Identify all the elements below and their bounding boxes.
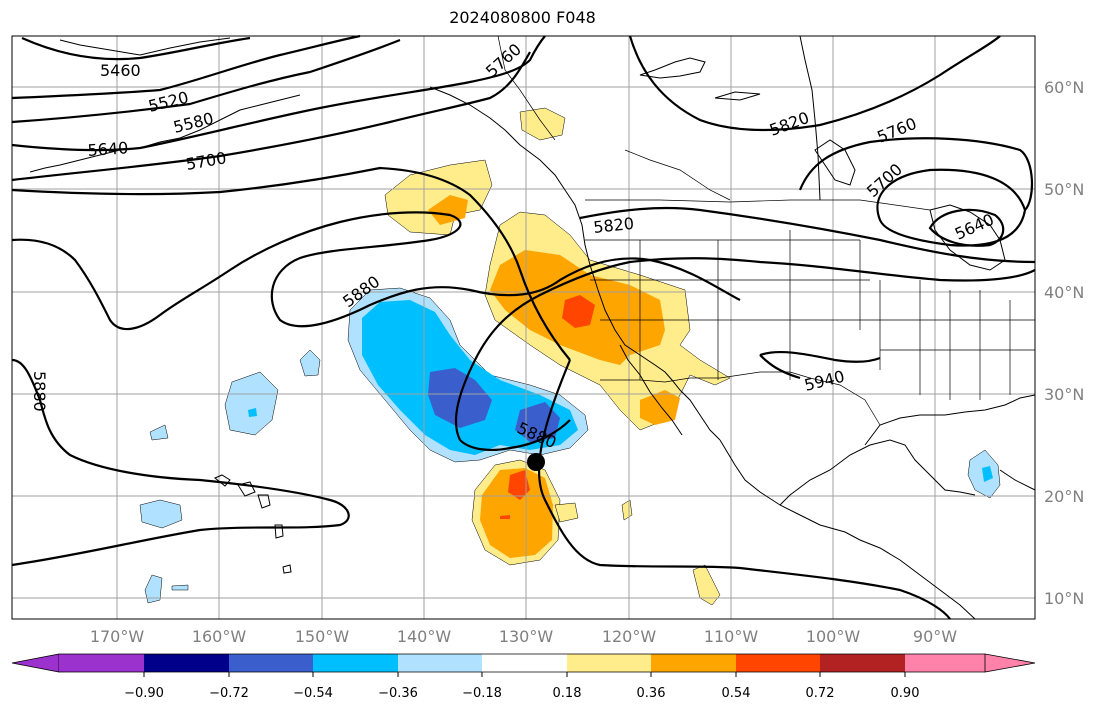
lon-tick-label: 120°W [602,627,657,646]
negative-anomaly-small4 [144,574,163,604]
positive-anomaly-westcoast-red [562,295,595,328]
colorbar-extend-low [11,653,60,673]
positive-anomaly-offshore [384,159,493,236]
lon-tick-label: 150°W [295,627,350,646]
lon-tick-label: 140°W [397,627,452,646]
colorbar-tick-label: 0.90 [891,686,920,701]
contour-label: 5640 [87,138,129,160]
colorbar-segment [736,654,820,672]
negative-anomaly-hawaii-north [224,371,279,436]
lat-tick-label: 40°N [1044,283,1084,302]
colorbar-segment [144,654,229,672]
colorbar-segment [567,654,651,672]
colorbar-segment [229,654,313,672]
lon-tick-label: 170°W [90,627,145,646]
lon-tick-label: 160°W [192,627,247,646]
colorbar-tick-label: −0.54 [293,686,333,701]
colorbar: −0.90 −0.72 −0.54 −0.36 −0.18 0.18 0.36 … [11,653,1036,701]
positive-anomaly-alaska [519,107,566,141]
storm-center-marker [527,453,545,471]
lon-tick-label: 100°W [806,627,861,646]
lat-tick-label: 30°N [1044,385,1084,404]
colorbar-tick-label: 0.18 [553,686,582,701]
contour-label: 5460 [100,61,141,80]
graticule [12,36,1035,619]
colorbar-segment [398,654,482,672]
colorbar-segment [905,654,985,672]
negative-anomaly-small2 [149,424,169,441]
colorbar-segment [482,654,567,672]
map-panel: 5460 5520 5580 5640 5700 5760 5820 5880 … [11,34,1036,620]
positive-anomaly-baja [640,390,680,425]
positive-anomaly-offshore-core [428,195,468,225]
lat-tick-label: 50°N [1044,180,1084,199]
map-frame [11,35,1036,620]
lat-tick-label: 20°N [1044,487,1084,506]
lon-tick-label: 130°W [499,627,554,646]
negative-anomaly-small1 [299,349,321,377]
lat-tick-label: 60°N [1044,78,1084,97]
colorbar-segment [651,654,736,672]
colorbar-segment [820,654,905,672]
colorbar-tick-label: −0.90 [124,686,164,701]
colorbar-tick-label: −0.18 [462,686,502,701]
colorbar-tick-label: −0.36 [378,686,418,701]
contour-label: 5880 [30,371,49,412]
positive-anomaly-south-red [508,470,530,500]
lat-tick-label: 10°N [1044,589,1084,608]
colorbar-segment [59,654,144,672]
colorbar-tick-label: 0.36 [637,686,666,701]
positive-anomaly-south-orange [480,468,553,558]
lon-tick-label: 110°W [704,627,759,646]
longitude-labels: 170°W 160°W 150°W 140°W 130°W 120°W 110°… [90,627,957,646]
contour-label: 5820 [592,214,634,237]
latitude-labels: 60°N 50°N 40°N 30°N 20°N 10°N [1044,78,1084,608]
map-title: 2024080800 F048 [449,8,596,27]
height-contours [11,34,1036,620]
colorbar-extend-high [984,653,1036,673]
colorbar-tick-label: −0.72 [209,686,249,701]
lon-tick-label: 90°W [913,627,957,646]
negative-anomaly-small3 [139,499,183,529]
colorbar-tick-label: 0.54 [722,686,751,701]
coastlines [29,35,1036,620]
colorbar-tick-label: 0.72 [806,686,835,701]
colorbar-segment [313,654,398,672]
